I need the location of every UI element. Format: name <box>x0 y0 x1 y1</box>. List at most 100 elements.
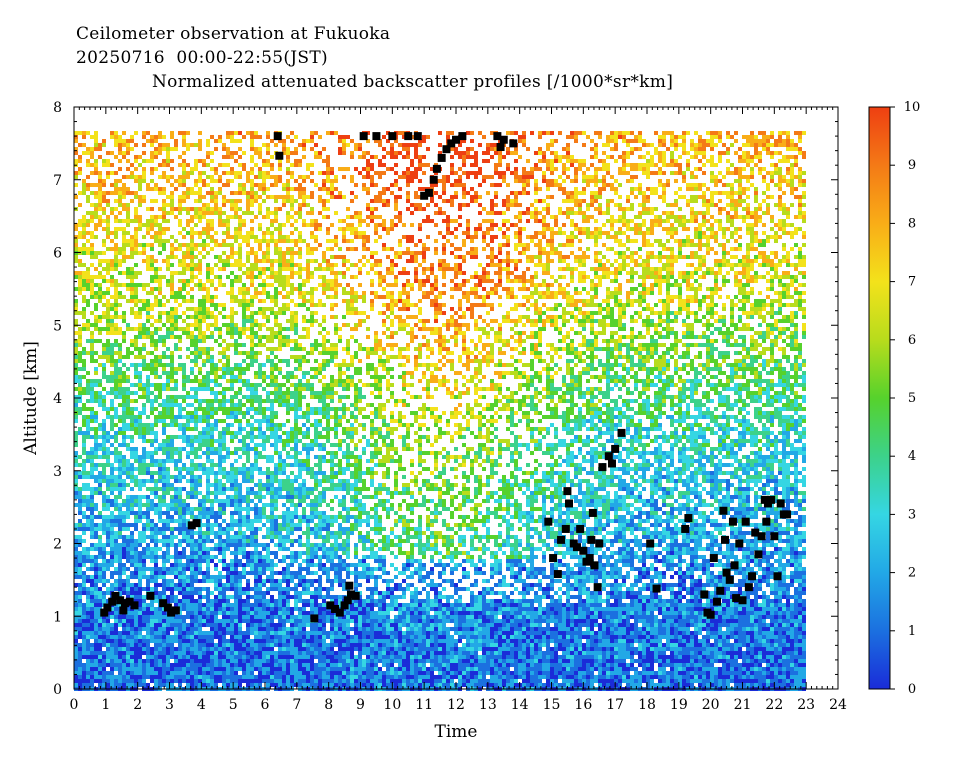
cloud-base-point <box>762 517 771 526</box>
cloud-base-point <box>738 596 747 605</box>
cloud-base-point <box>340 601 349 610</box>
cloud-base-point <box>493 132 502 141</box>
axes: 0 1 2 3 4 5 6 7 8 9 10 11 12 13 14 15 16 17 18 19 20 21 22 23 24… <box>21 100 847 742</box>
colorbar-tick-label: 3 <box>908 507 916 522</box>
cloud-base-point <box>171 606 180 615</box>
x-tick-label: 6 <box>261 697 270 713</box>
y-tick-label: 8 <box>53 100 62 116</box>
y-tick-label: 2 <box>53 537 62 553</box>
cloud-base-point <box>722 568 731 577</box>
cloud-base-point <box>388 132 397 141</box>
cloud-base-point <box>652 584 661 593</box>
y-tick-label: 0 <box>53 682 62 698</box>
x-tick-label: 19 <box>670 697 688 713</box>
cloud-base-point <box>108 597 117 606</box>
cloud-base-point <box>728 517 737 526</box>
colorbar: 0 1 2 3 4 5 6 7 8 9 10 <box>868 100 921 697</box>
cloud-base-point <box>404 132 413 141</box>
cloud-base-point <box>713 597 722 606</box>
x-tick-label: 23 <box>797 697 815 713</box>
x-tick-label: 15 <box>543 697 561 713</box>
cloud-base-point <box>706 610 715 619</box>
cloud-base-point <box>413 132 422 141</box>
y-tick-label: 6 <box>53 246 62 262</box>
cloud-base-point <box>770 532 779 541</box>
cloud-base-point <box>326 601 335 610</box>
cloud-base-point <box>499 135 508 144</box>
cloud-base-point <box>447 139 456 148</box>
cloud-base-series <box>100 132 792 623</box>
cloud-base-point <box>572 543 581 552</box>
x-tick-label: 21 <box>734 697 752 713</box>
plot-area <box>74 131 806 692</box>
cloud-base-point <box>773 572 782 581</box>
cloud-base-point <box>549 554 558 563</box>
x-tick-label: 20 <box>702 697 720 713</box>
cloud-base-point <box>579 546 588 555</box>
colorbar-tick-label: 6 <box>908 333 916 348</box>
chart-title-station: Ceilometer observation at Fukuoka <box>76 24 391 44</box>
cloud-base-point <box>100 608 109 617</box>
x-tick-label: 24 <box>829 697 847 713</box>
y-tick-label: 7 <box>53 173 62 189</box>
cloud-base-point <box>496 143 505 152</box>
cloud-base-point <box>310 614 319 623</box>
cloud-base-point <box>335 608 344 617</box>
cloud-base-point <box>754 550 763 559</box>
cloud-base-point <box>595 539 604 548</box>
x-tick-label: 0 <box>70 697 79 713</box>
x-tick-label: 10 <box>383 697 401 713</box>
cloud-base-point <box>744 583 753 592</box>
cloud-base-point <box>735 539 744 548</box>
x-tick-label: 22 <box>765 697 783 713</box>
cloud-base-point <box>593 583 602 592</box>
cloud-base-point <box>111 591 120 600</box>
cloud-base-point <box>553 570 562 579</box>
y-tick-label: 5 <box>53 318 62 334</box>
cloud-base-point <box>646 539 655 548</box>
colorbar-tick-label: 10 <box>904 100 921 115</box>
cloud-base-point <box>776 499 785 508</box>
cloud-base-point <box>751 528 760 537</box>
x-tick-label: 4 <box>197 697 206 713</box>
cloud-base-point <box>192 519 201 528</box>
cloud-base-point <box>587 535 596 544</box>
cloud-base-point <box>359 132 368 141</box>
cloud-base-point <box>563 487 572 496</box>
colorbar-tick-label: 9 <box>908 158 916 173</box>
y-axis-label: Altitude [km] <box>21 341 41 456</box>
x-tick-label: 1 <box>101 697 110 713</box>
cloud-base-point <box>351 591 360 600</box>
y-tick-label: 1 <box>53 609 62 625</box>
cloud-base-point <box>741 517 750 526</box>
cloud-base-point <box>167 608 176 617</box>
cloud-base-point <box>783 510 792 519</box>
cloud-base-point <box>345 581 354 590</box>
x-tick-label: 5 <box>229 697 238 713</box>
colorbar-tick-label: 0 <box>908 682 916 697</box>
y-tick-label: 3 <box>53 464 62 480</box>
x-axis-label: Time <box>435 722 478 742</box>
cloud-base-point <box>432 164 441 173</box>
cloud-base-point <box>159 599 168 608</box>
cloud-base-point <box>273 132 282 141</box>
cloud-base-point <box>187 521 196 530</box>
cloud-base-point <box>561 524 570 533</box>
x-tick-label: 12 <box>447 697 465 713</box>
cloud-base-point <box>125 597 134 606</box>
cloud-base-point <box>716 586 725 595</box>
cloud-base-point <box>442 145 451 154</box>
cloud-base-point <box>420 191 429 200</box>
cloud-base-point <box>590 561 599 570</box>
colorbar-scale <box>868 106 891 690</box>
cloud-base-point <box>116 596 125 605</box>
cloud-base-point <box>120 599 129 608</box>
cloud-base-point <box>452 135 460 144</box>
cloud-base-point <box>458 132 467 141</box>
colorbar-tick-label: 8 <box>908 216 916 231</box>
cloud-base-point <box>767 495 776 504</box>
cloud-base-point <box>709 554 718 563</box>
chart-title-quantity: Normalized attenuated backscatter profil… <box>152 72 674 92</box>
cloud-base-point <box>557 535 566 544</box>
